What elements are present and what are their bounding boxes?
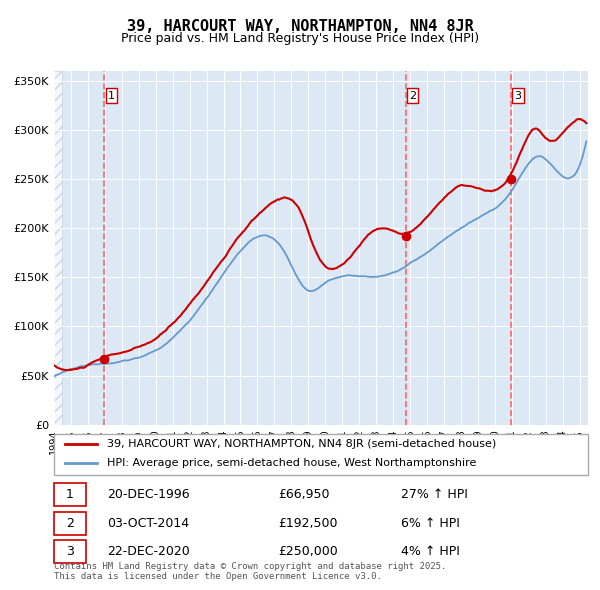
Text: 20-DEC-1996: 20-DEC-1996	[107, 488, 190, 501]
Text: 1: 1	[108, 91, 115, 100]
Text: £250,000: £250,000	[278, 545, 338, 558]
Text: HPI: Average price, semi-detached house, West Northamptonshire: HPI: Average price, semi-detached house,…	[107, 458, 477, 467]
FancyBboxPatch shape	[54, 434, 588, 475]
Polygon shape	[54, 71, 62, 425]
FancyBboxPatch shape	[54, 512, 86, 535]
Text: £192,500: £192,500	[278, 516, 338, 530]
Text: 3: 3	[66, 545, 74, 558]
Text: 2: 2	[66, 516, 74, 530]
Text: £66,950: £66,950	[278, 488, 330, 501]
Text: 03-OCT-2014: 03-OCT-2014	[107, 516, 190, 530]
Text: 2: 2	[409, 91, 416, 100]
Text: 1: 1	[66, 488, 74, 501]
FancyBboxPatch shape	[54, 483, 86, 506]
Text: 39, HARCOURT WAY, NORTHAMPTON, NN4 8JR (semi-detached house): 39, HARCOURT WAY, NORTHAMPTON, NN4 8JR (…	[107, 439, 497, 449]
Text: 4% ↑ HPI: 4% ↑ HPI	[401, 545, 460, 558]
Text: Price paid vs. HM Land Registry's House Price Index (HPI): Price paid vs. HM Land Registry's House …	[121, 32, 479, 45]
Text: 3: 3	[515, 91, 521, 100]
Text: 22-DEC-2020: 22-DEC-2020	[107, 545, 190, 558]
Text: 6% ↑ HPI: 6% ↑ HPI	[401, 516, 460, 530]
FancyBboxPatch shape	[54, 540, 86, 563]
Text: 39, HARCOURT WAY, NORTHAMPTON, NN4 8JR: 39, HARCOURT WAY, NORTHAMPTON, NN4 8JR	[127, 19, 473, 34]
Text: 27% ↑ HPI: 27% ↑ HPI	[401, 488, 468, 501]
Text: Contains HM Land Registry data © Crown copyright and database right 2025.
This d: Contains HM Land Registry data © Crown c…	[54, 562, 446, 581]
